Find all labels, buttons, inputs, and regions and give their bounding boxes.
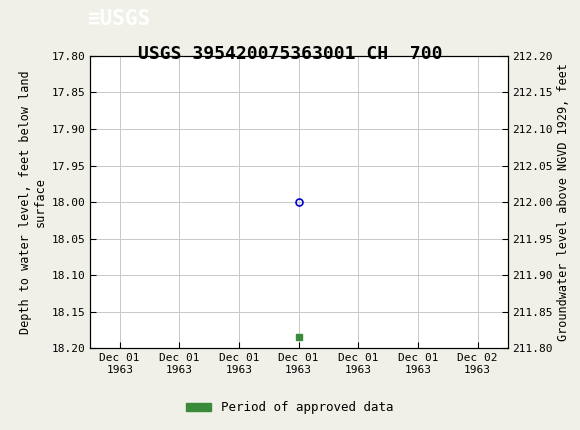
Y-axis label: Depth to water level, feet below land
surface: Depth to water level, feet below land su… [19,70,47,334]
Text: ≡USGS: ≡USGS [87,9,150,29]
Y-axis label: Groundwater level above NGVD 1929, feet: Groundwater level above NGVD 1929, feet [557,63,570,341]
Legend: Period of approved data: Period of approved data [181,396,399,419]
Text: USGS 395420075363001 CH  700: USGS 395420075363001 CH 700 [138,45,442,63]
